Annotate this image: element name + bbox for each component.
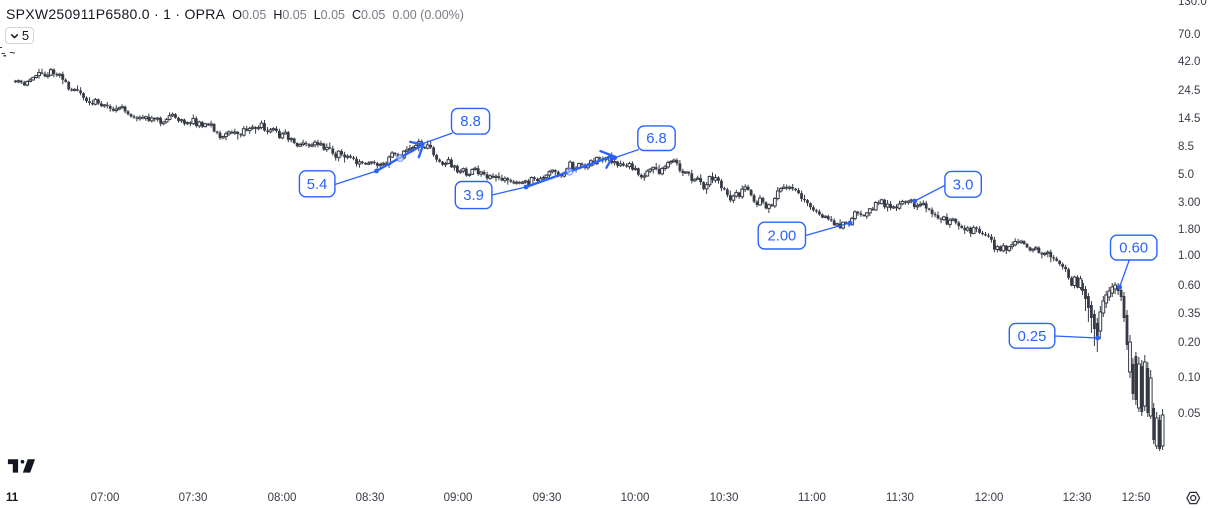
- svg-text:8.8: 8.8: [460, 114, 481, 130]
- svg-text:3.9: 3.9: [463, 188, 484, 204]
- svg-text:6.8: 6.8: [646, 131, 667, 147]
- svg-text:0.25: 0.25: [1018, 329, 1047, 345]
- svg-text:0.60: 0.60: [1119, 241, 1148, 257]
- svg-text:3.0: 3.0: [953, 177, 974, 193]
- svg-text:5.4: 5.4: [307, 177, 328, 193]
- svg-text:2.00: 2.00: [767, 229, 796, 245]
